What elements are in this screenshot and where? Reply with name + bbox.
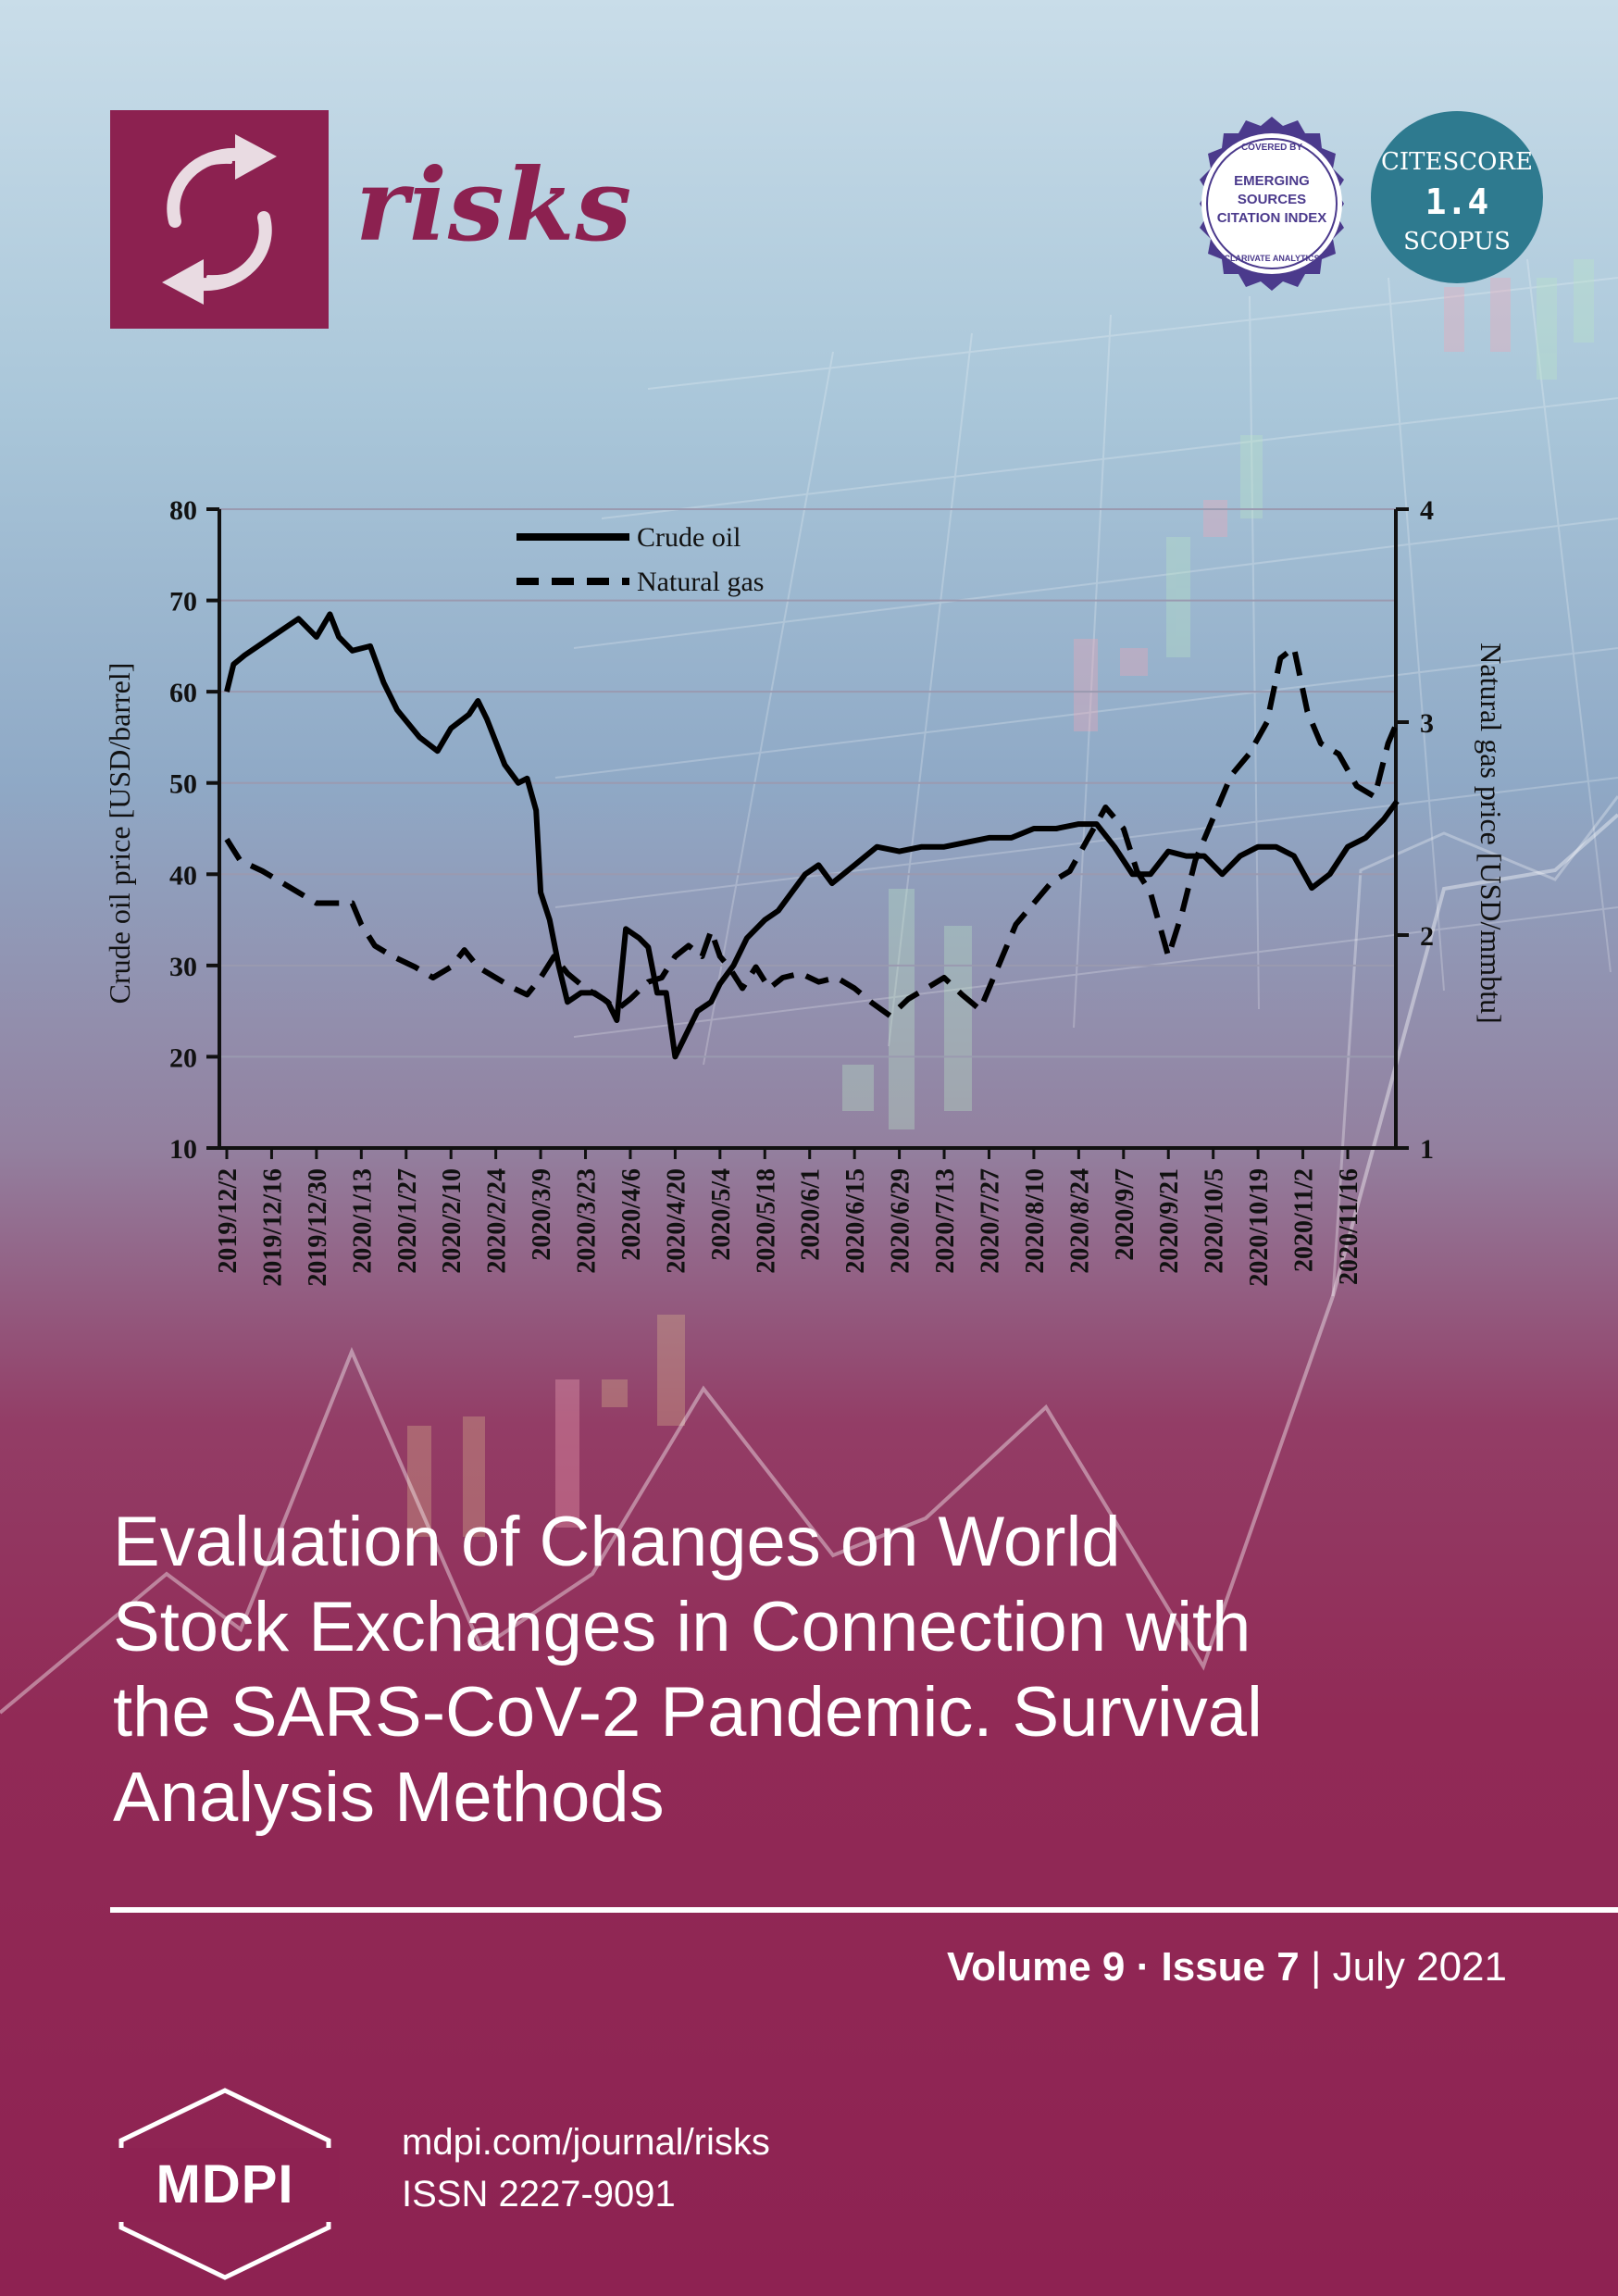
legend-label-crude-oil: Crude oil [637, 522, 741, 553]
issue-number: Issue 7 [1161, 1944, 1300, 1990]
x-tick-label: 2020/11/2 [1290, 1168, 1319, 1272]
y-tick-label-right: 1 [1420, 1134, 1434, 1165]
esci-top-text: COVERED BY [1241, 143, 1302, 153]
y-tick-label: 30 [169, 952, 197, 982]
journal-name: risks [355, 147, 633, 264]
x-tick-label: 2020/10/19 [1245, 1168, 1274, 1287]
x-tick-label: 2020/5/18 [752, 1168, 780, 1274]
issue-divider: | [1310, 1944, 1322, 1990]
x-tick-label: 2020/8/10 [1021, 1168, 1050, 1274]
article-title-line-4: Analysis Methods [113, 1758, 665, 1837]
x-tick-label: 2020/7/27 [976, 1168, 1004, 1274]
journal-logo [110, 110, 329, 329]
y-tick-label: 70 [169, 587, 197, 618]
journal-issn: ISSN 2227-9091 [402, 2174, 676, 2215]
x-tick-label: 2020/1/13 [348, 1168, 377, 1274]
y-tick-label-right: 3 [1420, 708, 1434, 739]
y-tick-label: 40 [169, 860, 197, 891]
x-tick-label: 2020/2/24 [483, 1168, 512, 1274]
y-tick-label: 50 [169, 769, 197, 800]
y-tick-label: 80 [169, 495, 197, 526]
article-title: Evaluation of Changes on World Stock Exc… [113, 1500, 1557, 1841]
y-tick-label: 60 [169, 678, 197, 708]
x-tick-label: 2020/6/15 [841, 1168, 870, 1274]
chart-axes [218, 509, 1398, 1150]
y-axis-label-right: Natural gas price [USD/mmbtu] [1475, 643, 1508, 1023]
chart-legend: Crude oil Natural gas [517, 522, 764, 597]
x-tick-label: 2020/1/27 [393, 1168, 422, 1274]
x-tick-label: 2020/10/5 [1201, 1168, 1229, 1274]
mdpi-logo-text: MDPI [156, 2154, 294, 2215]
article-title-line-1: Evaluation of Changes on World [113, 1503, 1121, 1581]
mdpi-logo: MDPI [110, 2087, 340, 2281]
x-tick-label: 2020/4/20 [662, 1168, 691, 1274]
x-tick-label: 2020/11/16 [1335, 1168, 1363, 1285]
x-tick-label: 2020/2/10 [438, 1168, 467, 1274]
y-ticks-left: 80 70 60 50 40 30 20 10 [169, 495, 219, 1165]
x-tick-label: 2020/6/1 [797, 1168, 826, 1261]
journal-url[interactable]: mdpi.com/journal/risks [402, 2122, 770, 2163]
hexagon-outline-icon [110, 2088, 340, 2280]
article-title-line-2: Stock Exchanges in Connection with [113, 1588, 1251, 1666]
y-ticks-right: 4 3 2 1 [1396, 495, 1434, 1165]
x-tick-label: 2020/7/13 [931, 1168, 960, 1274]
recycle-arrows-icon [162, 134, 277, 305]
citescore-label: CITESCORE [1380, 148, 1534, 176]
article-title-line-3: the SARS-CoV-2 Pandemic. Survival [113, 1673, 1263, 1752]
x-tick-label: 2019/12/30 [304, 1168, 332, 1287]
x-tick-label: 2020/3/9 [528, 1168, 556, 1261]
x-tick-label: 2019/12/16 [258, 1168, 287, 1287]
esci-line-1: EMERGING [1234, 173, 1310, 189]
y-tick-label: 20 [169, 1042, 197, 1073]
x-tick-label: 2019/12/2 [214, 1168, 243, 1274]
x-tick-label: 2020/5/4 [707, 1168, 736, 1261]
x-tick-label: 2020/3/23 [573, 1168, 602, 1274]
esci-line-2: SOURCES [1238, 192, 1306, 207]
y-tick-label: 10 [169, 1134, 197, 1165]
series-line-crude-oil [224, 611, 1400, 1060]
y-tick-label-right: 2 [1420, 921, 1434, 952]
series-line-natural-gas [224, 644, 1400, 1019]
y-axis-label-left: Crude oil price [USD/barrel] [103, 663, 136, 1004]
esci-bottom-text: CLARIVATE ANALYTICS [1224, 254, 1319, 263]
divider-rule [110, 1907, 1618, 1913]
x-tick-label: 2020/6/29 [887, 1168, 915, 1274]
x-ticks: 2019/12/2 2019/12/16 2019/12/30 2020/1/13 20… [214, 1148, 1363, 1287]
x-tick-label: 2020/8/24 [1065, 1168, 1094, 1274]
citescore-value: 1.4 [1425, 181, 1489, 222]
legend-label-natural-gas: Natural gas [637, 567, 764, 597]
chart-gridlines [219, 508, 1396, 1058]
y-tick-label-right: 4 [1420, 495, 1434, 526]
volume-number: Volume 9 [947, 1944, 1126, 1990]
issue-date: July 2021 [1332, 1944, 1507, 1990]
price-chart: 80 70 60 50 40 30 20 10 4 3 2 1 2019/12/2 2019/12/1… [103, 495, 1508, 1287]
x-tick-label: 2020/9/21 [1155, 1168, 1184, 1274]
issue-separator: · [1136, 1944, 1151, 1990]
x-tick-label: 2020/4/6 [617, 1168, 646, 1261]
citescore-badge: CITESCORE 1.4 SCOPUS [1371, 111, 1543, 283]
esci-badge: COVERED BY EMERGING SOURCES CITATION IND… [1200, 117, 1344, 291]
journal-contact: mdpi.com/journal/risks ISSN 2227-9091 [402, 2116, 770, 2220]
x-tick-label: 2020/9/7 [1111, 1168, 1139, 1261]
esci-line-3: CITATION INDEX [1217, 210, 1327, 226]
citescore-source: SCOPUS [1403, 228, 1511, 256]
issue-info: Volume 9 · Issue 7 | July 2021 [947, 1944, 1507, 1990]
